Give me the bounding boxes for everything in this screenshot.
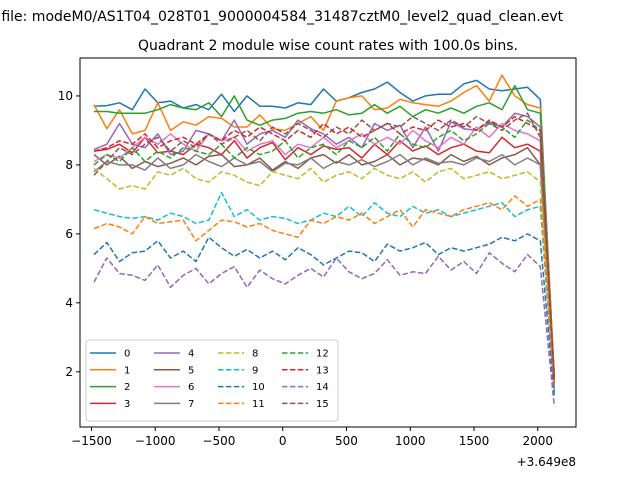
legend-label-15: 15 — [316, 399, 329, 410]
series-line-6 — [93, 122, 556, 379]
series-line-9 — [93, 191, 556, 393]
x-tick-label: −1000 — [135, 434, 176, 448]
x-tick-label: −500 — [202, 434, 235, 448]
series-line-8 — [93, 167, 556, 390]
legend-label-3: 3 — [124, 399, 130, 410]
legend-label-7: 7 — [188, 399, 194, 410]
series-line-10 — [93, 233, 556, 397]
y-tick-label: 6 — [65, 227, 73, 241]
x-axis-ticks: −1500 −1000 −500 0 500 1000 1500 2000 — [71, 427, 553, 448]
legend-label-11: 11 — [252, 399, 265, 410]
chart-title: Quadrant 2 module wise count rates with … — [138, 38, 518, 54]
y-tick-label: 4 — [65, 296, 73, 310]
series-line-1 — [93, 74, 556, 376]
x-tick-label: 1500 — [459, 434, 490, 448]
y-tick-label: 10 — [58, 89, 73, 103]
legend-label-12: 12 — [316, 349, 329, 360]
series-line-3 — [93, 136, 556, 383]
legend-label-10: 10 — [252, 382, 265, 393]
series-line-11 — [93, 195, 556, 386]
y-tick-label: 8 — [65, 158, 73, 172]
legend-box — [85, 339, 339, 422]
series-line-0 — [93, 79, 556, 379]
series-line-5 — [93, 146, 556, 390]
legend-label-0: 0 — [124, 349, 130, 360]
legend-label-6: 6 — [188, 382, 194, 393]
x-tick-label: 2000 — [522, 434, 553, 448]
x-tick-label: 500 — [335, 434, 358, 448]
x-tick-label: 0 — [279, 434, 287, 448]
y-axis-ticks: 2 4 6 8 10 — [58, 89, 80, 379]
y-tick-label: 2 — [65, 365, 73, 379]
legend-label-5: 5 — [188, 365, 194, 376]
series-line-12 — [93, 119, 556, 379]
x-axis-offset-label: +3.649e8 — [517, 455, 576, 469]
figure-suptitle: n file: modeM0/AS1T04_028T01_9000004584_… — [0, 9, 564, 25]
series-line-7 — [93, 153, 556, 390]
series-layer — [93, 74, 556, 407]
legend-label-1: 1 — [124, 365, 130, 376]
legend-label-8: 8 — [252, 349, 258, 360]
series-line-15 — [93, 112, 556, 376]
plot-frame — [79, 57, 577, 428]
legend-label-9: 9 — [252, 365, 258, 376]
x-tick-label: −1500 — [71, 434, 112, 448]
series-line-2 — [94, 84, 556, 383]
x-tick-label: 1000 — [395, 434, 426, 448]
legend-label-13: 13 — [316, 365, 329, 376]
legend-label-14: 14 — [316, 382, 329, 393]
legend-label-4: 4 — [188, 349, 194, 360]
series-line-13 — [93, 115, 556, 383]
legend-label-2: 2 — [124, 382, 130, 393]
series-line-14 — [93, 252, 556, 407]
